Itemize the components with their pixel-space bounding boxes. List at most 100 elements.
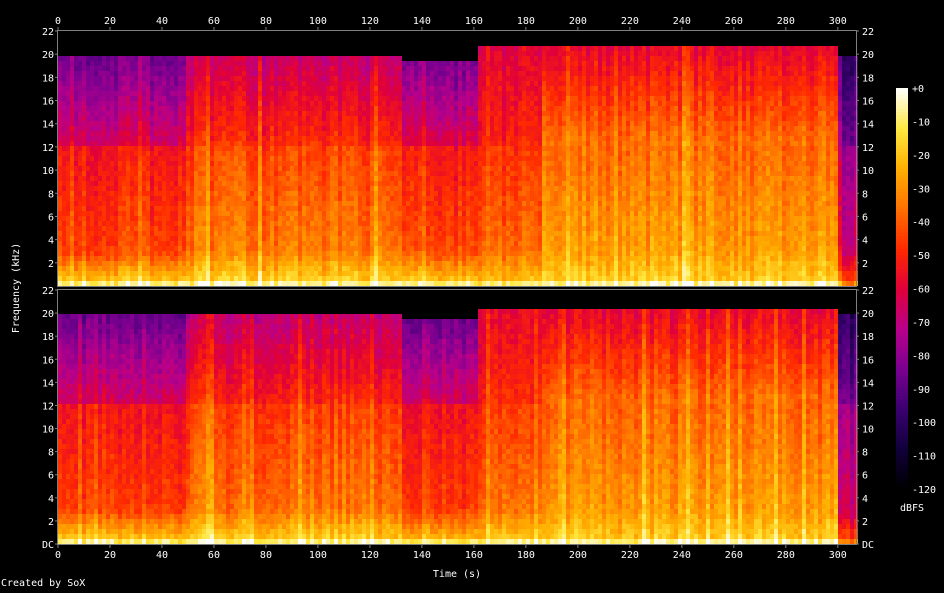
spectrogram-cell [414, 126, 418, 131]
spectrogram-cell [414, 216, 418, 221]
spectrogram-cell [338, 96, 342, 101]
spectrogram-cell [354, 271, 358, 276]
spectrogram-cell [382, 111, 386, 116]
spectrogram-cell [66, 206, 70, 211]
spectrogram-cell [474, 261, 478, 266]
spectrogram-cell [298, 251, 302, 256]
spectrogram-cell [86, 236, 90, 241]
spectrogram-cell [254, 181, 258, 186]
spectrogram-cell [166, 271, 170, 276]
spectrogram-cell [438, 111, 442, 116]
spectrogram-cell [294, 91, 298, 96]
spectrogram-cell [310, 201, 314, 206]
spectrogram-cell [118, 101, 122, 106]
spectrogram-cell [182, 221, 186, 226]
spectrogram-cell [474, 136, 478, 141]
spectrogram-cell [98, 266, 102, 271]
spectrogram-cell [450, 76, 454, 81]
spectrogram-cell [342, 171, 346, 176]
spectrogram-cell [230, 191, 234, 196]
spectrogram-cell [274, 101, 278, 106]
spectrogram-cell [374, 66, 378, 71]
spectrogram-cell [274, 146, 278, 151]
spectrogram-cell [210, 161, 214, 166]
spectrogram-cell [422, 251, 426, 256]
spectrogram-cell [446, 166, 450, 171]
spectrogram-cell [406, 241, 410, 246]
spectrogram-cell [314, 236, 318, 241]
spectrogram-cell [378, 271, 382, 276]
spectrogram-cell [174, 231, 178, 236]
spectrogram-cell [454, 201, 458, 206]
spectrogram-cell [74, 181, 78, 186]
spectrogram-cell [102, 271, 106, 276]
spectrogram-cell [434, 171, 438, 176]
spectrogram-cell [210, 221, 214, 226]
spectrogram-cell [98, 166, 102, 171]
spectrogram-cell [82, 216, 86, 221]
spectrogram-cell [238, 76, 242, 81]
spectrogram-cell [486, 246, 490, 251]
spectrogram-cell [178, 151, 182, 156]
spectrogram-cell [486, 211, 490, 216]
spectrogram-cell [354, 171, 358, 176]
spectrogram-cell [414, 141, 418, 146]
spectrogram-cell [486, 81, 490, 86]
spectrogram-cell [226, 281, 230, 286]
spectrogram-cell [374, 86, 378, 91]
spectrogram-cell [486, 116, 490, 121]
spectrogram-cell [362, 181, 366, 186]
spectrogram-cell [214, 81, 218, 86]
spectrogram-cell [198, 76, 202, 81]
spectrogram-cell [454, 196, 458, 201]
spectrogram-cell [250, 256, 254, 261]
spectrogram-cell [222, 281, 226, 286]
spectrogram-cell [262, 156, 266, 161]
spectrogram-cell [314, 61, 318, 66]
spectrogram-cell [102, 81, 106, 86]
spectrogram-cell [226, 191, 230, 196]
spectrogram-cell [282, 101, 286, 106]
spectrogram-cell [338, 151, 342, 156]
spectrogram-cell [186, 211, 190, 216]
spectrogram-cell [138, 81, 142, 86]
spectrogram-cell [482, 111, 486, 116]
spectrogram-cell [110, 201, 114, 206]
spectrogram-cell [394, 81, 398, 86]
spectrogram-cell [242, 141, 246, 146]
spectrogram-cell [182, 211, 186, 216]
spectrogram-cell [386, 141, 390, 146]
spectrogram-cell [210, 136, 214, 141]
spectrogram-cell [146, 221, 150, 226]
spectrogram-cell [122, 271, 126, 276]
spectrogram-cell [150, 271, 154, 276]
spectrogram-cell [210, 126, 214, 131]
spectrogram-cell [106, 266, 110, 271]
spectrogram-cell [322, 116, 326, 121]
spectrogram-cell [394, 146, 398, 151]
spectrogram-cell [170, 156, 174, 161]
spectrogram-cell [174, 186, 178, 191]
spectrogram-cell [86, 126, 90, 131]
spectrogram-cell [306, 111, 310, 116]
spectrogram-cell [174, 261, 178, 266]
spectrogram-cell [166, 61, 170, 66]
spectrogram-cell [218, 171, 222, 176]
spectrogram-cell [178, 256, 182, 261]
spectrogram-cell [258, 96, 262, 101]
spectrogram-cell [154, 136, 158, 141]
spectrogram-cell [418, 91, 422, 96]
spectrogram-cell [66, 131, 70, 136]
spectrogram-cell [230, 156, 234, 161]
spectrogram-cell [226, 256, 230, 261]
spectrogram-cell [226, 116, 230, 121]
spectrogram-cell [82, 131, 86, 136]
spectrogram-cell [286, 271, 290, 276]
spectrogram-cell [350, 76, 354, 81]
spectrogram-cell [90, 246, 94, 251]
spectrogram-cell [294, 181, 298, 186]
spectrogram-cell [366, 281, 370, 286]
spectrogram-cell [314, 176, 318, 181]
spectrogram-cell [346, 136, 350, 141]
spectrogram-cell [358, 266, 362, 271]
